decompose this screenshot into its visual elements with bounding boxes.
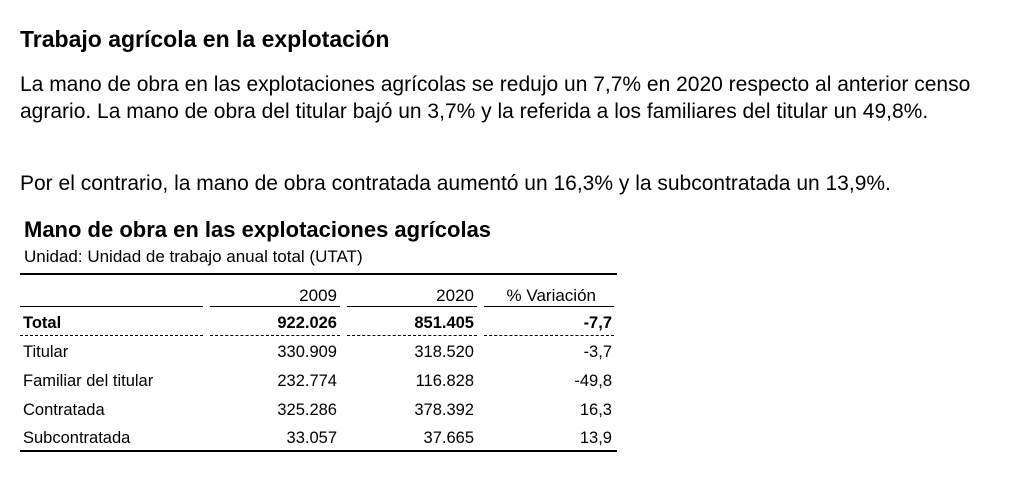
header-underline — [210, 306, 340, 307]
value-2020: 851.405 — [414, 314, 474, 332]
intro-paragraph: La mano de obra en las explotaciones agr… — [20, 73, 971, 123]
header-underline — [347, 306, 477, 307]
value-2020: 318.520 — [414, 343, 474, 361]
table-row: Titular 330.909 318.520 -3,7 — [20, 337, 617, 365]
total-dashed-underline — [484, 335, 614, 336]
value-variation: 16,3 — [579, 401, 612, 419]
table-row-total: Total 922.026 851.405 -7,7 — [20, 308, 617, 336]
total-dashed-underline — [347, 335, 477, 336]
header-2009: 2009 — [299, 286, 337, 305]
row-label: Subcontratada — [23, 429, 131, 447]
value-2020: 116.828 — [415, 372, 474, 390]
table-title: Mano de obra en las explotaciones agríco… — [24, 217, 492, 242]
table-row: Subcontratada 33.057 37.665 13,9 — [20, 423, 617, 451]
value-2020: 378.392 — [414, 401, 474, 419]
total-dashed-underline — [210, 335, 340, 336]
header-underline — [20, 306, 203, 307]
value-variation: -49,8 — [574, 372, 612, 390]
total-dashed-underline — [20, 335, 203, 336]
section-heading: Trabajo agrícola en la explotación — [20, 26, 390, 52]
value-variation: -3,7 — [583, 343, 612, 361]
value-2009: 33.057 — [286, 429, 337, 447]
contrast-paragraph: Por el contrario, la mano de obra contra… — [20, 172, 891, 195]
table-unit: Unidad: Unidad de trabajo anual total (U… — [24, 247, 363, 266]
header-underline — [484, 306, 614, 307]
value-variation: 13,9 — [579, 429, 612, 447]
value-2020: 37.665 — [423, 429, 474, 447]
value-2009: 232.774 — [277, 372, 337, 390]
value-2009: 922.026 — [277, 314, 337, 332]
value-variation: -7,7 — [583, 314, 612, 332]
table-row: Contratada 325.286 378.392 16,3 — [20, 395, 617, 423]
table-top-rule — [20, 273, 617, 275]
table-bottom-rule — [20, 450, 617, 452]
row-label: Contratada — [23, 401, 105, 419]
row-label: Total — [23, 314, 62, 332]
row-label: Titular — [23, 343, 69, 361]
value-2009: 325.286 — [277, 401, 337, 419]
table-header-row: 2009 2020 % Variación — [20, 277, 617, 305]
row-label: Familiar del titular — [23, 372, 154, 390]
header-2020: 2020 — [436, 286, 474, 305]
table-row: Familiar del titular 232.774 116.828 -49… — [20, 366, 617, 394]
header-variation: % Variación — [506, 286, 596, 305]
value-2009: 330.909 — [277, 343, 337, 361]
